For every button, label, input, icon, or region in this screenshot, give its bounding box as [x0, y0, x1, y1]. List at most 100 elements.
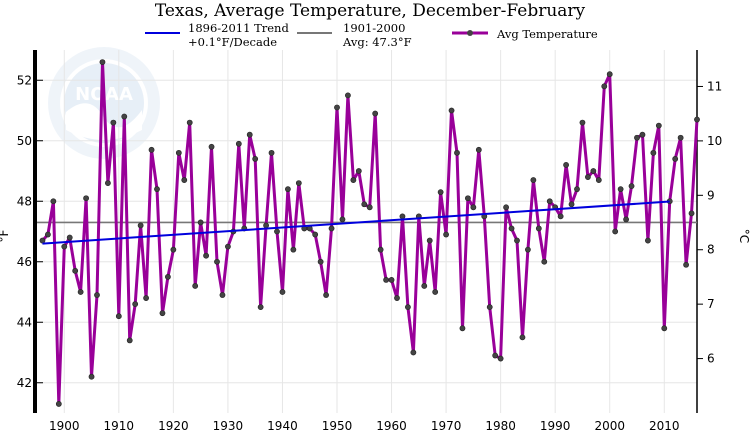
trend-line: [42, 200, 670, 245]
data-point: [672, 155, 679, 162]
x-tick-label: 1970: [431, 419, 462, 433]
data-point: [590, 168, 597, 174]
left-tick-label: 48: [17, 194, 32, 208]
data-point: [388, 276, 395, 283]
data-point: [541, 258, 548, 265]
data-point: [175, 149, 182, 156]
data-point: [323, 292, 329, 298]
right-tick-labels: 6 7 8 9 10 11: [697, 79, 722, 366]
data-point: [339, 216, 346, 223]
data-point: [437, 189, 444, 196]
data-point: [55, 401, 62, 407]
data-point: [99, 59, 106, 65]
data-point: [634, 134, 640, 141]
data-point: [192, 283, 199, 289]
data-point: [257, 304, 264, 311]
x-tick-label: 1900: [49, 419, 80, 433]
data-point: [83, 195, 89, 202]
data-point: [350, 177, 357, 183]
data-point: [525, 246, 531, 253]
data-point: [88, 373, 95, 380]
data-point: [694, 116, 700, 123]
legend-average-label-1: 1901-2000: [343, 21, 405, 35]
x-tick-label: 1930: [213, 419, 244, 433]
data-point: [355, 168, 362, 174]
x-tick-label: 2000: [594, 419, 625, 433]
data-point: [426, 237, 433, 244]
legend-trend-label-1: 1896-2011 Trend: [188, 21, 289, 35]
x-tick-label: 1960: [376, 419, 407, 433]
data-point: [181, 177, 188, 183]
x-tick-label: 1940: [267, 419, 298, 433]
data-point: [186, 119, 193, 126]
data-point: [557, 213, 564, 220]
data-point: [432, 289, 439, 295]
data-point: [66, 234, 73, 241]
data-point: [159, 310, 166, 317]
data-point: [579, 119, 586, 126]
data-point: [448, 107, 455, 114]
data-point: [312, 231, 319, 238]
x-tick-label: 1990: [540, 419, 571, 433]
data-point: [508, 225, 515, 232]
data-point: [443, 231, 449, 238]
x-tick-label: 1920: [158, 419, 189, 433]
data-point: [263, 222, 269, 229]
data-point: [61, 243, 68, 250]
legend: 1896-2011 Trend +0.1°F/Decade 1901-2000 …: [145, 21, 598, 49]
data-point: [623, 216, 629, 223]
data-point: [645, 237, 651, 244]
data-point: [214, 258, 220, 265]
data-point: [617, 186, 624, 193]
x-tick-label: 2010: [649, 419, 680, 433]
x-tick-label: 1910: [104, 419, 135, 433]
data-point: [126, 337, 133, 344]
data-point: [405, 304, 411, 311]
right-tick-label: 11: [707, 79, 722, 93]
data-point: [394, 295, 400, 301]
x-tick-labels: 1900 1910 1920 1930 1940 1950 1960 1970 1980 1990…: [49, 419, 680, 433]
data-point: [165, 273, 171, 280]
data-point: [246, 131, 253, 138]
data-point: [492, 352, 499, 359]
right-tick-label: 7: [707, 297, 715, 311]
data-point: [268, 149, 275, 156]
data-point: [366, 204, 373, 211]
data-point: [486, 304, 493, 311]
data-point: [410, 349, 417, 356]
data-point: [137, 222, 144, 229]
data-point: [72, 267, 79, 274]
data-point: [574, 186, 580, 193]
data-point: [203, 252, 209, 259]
data-point: [328, 225, 335, 232]
data-point: [285, 186, 291, 193]
data-point: [377, 246, 384, 253]
data-point: [235, 140, 242, 147]
data-point: [606, 71, 613, 78]
right-tick-label: 10: [707, 134, 722, 148]
legend-average-label-2: Avg: 47.3°F: [342, 35, 412, 49]
data-point: [252, 155, 259, 162]
data-point: [568, 201, 575, 208]
data-point: [148, 146, 155, 153]
data-point: [514, 237, 520, 244]
data-point: [361, 201, 368, 208]
data-point: [219, 292, 226, 298]
data-point: [334, 104, 340, 111]
left-tick-label: 44: [17, 315, 32, 329]
right-axis-unit: °C: [737, 229, 751, 243]
data-point: [454, 149, 460, 156]
data-point: [612, 228, 619, 235]
x-tick-label: 1980: [485, 419, 516, 433]
data-point: [77, 289, 84, 295]
data-point: [470, 204, 477, 211]
left-tick-label: 50: [17, 134, 32, 148]
data-point: [650, 149, 657, 156]
data-point: [132, 301, 139, 307]
data-point: [601, 83, 608, 90]
data-point: [345, 92, 351, 99]
data-point: [225, 243, 231, 250]
right-tick-label: 6: [707, 352, 715, 366]
data-point: [595, 177, 602, 183]
